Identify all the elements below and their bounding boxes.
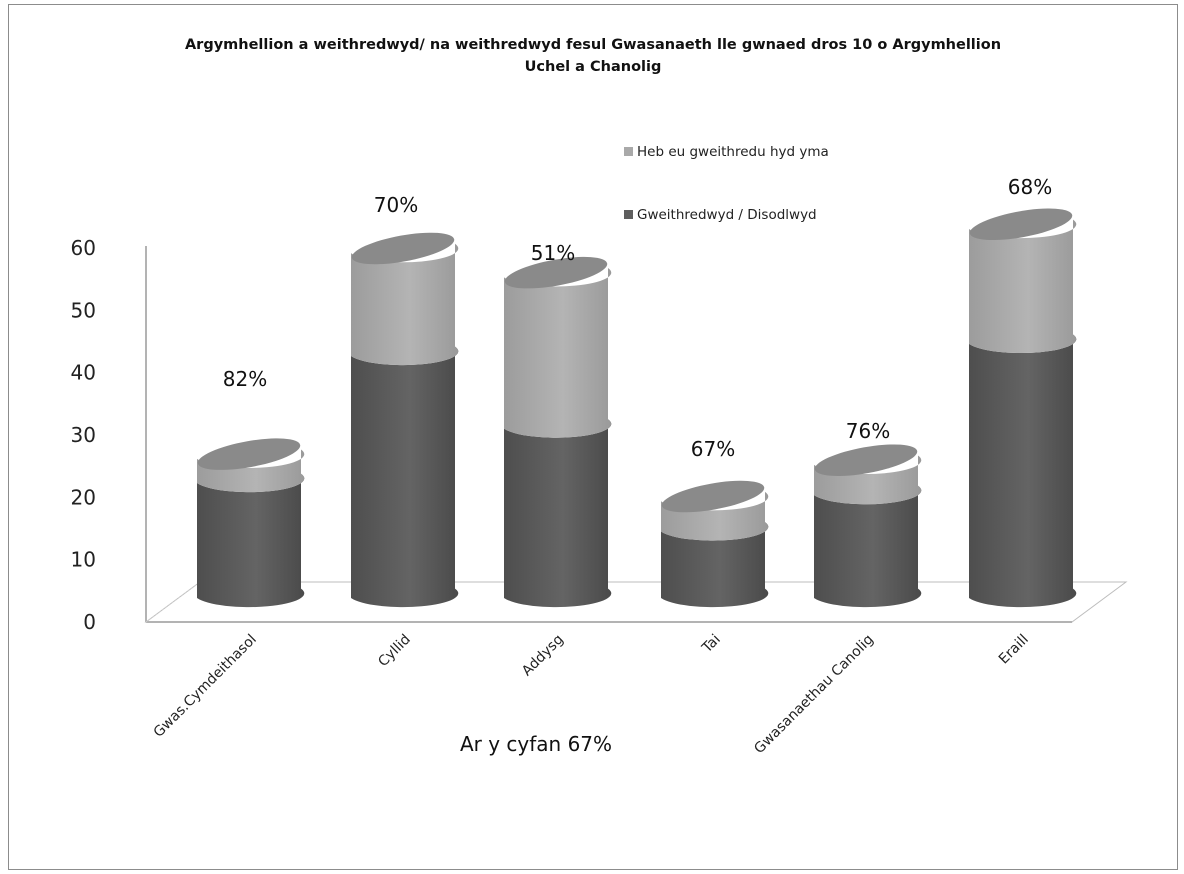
x-tick-label: Tai: [699, 632, 724, 657]
percent-label: 76%: [846, 419, 890, 443]
bar-segment-implemented: [351, 347, 458, 607]
percent-label: 51%: [531, 241, 575, 265]
y-tick-label: 10: [71, 548, 96, 572]
bar-segment-implemented: [969, 335, 1076, 608]
percent-label: 70%: [374, 193, 418, 217]
legend-swatch-pending: [624, 147, 633, 156]
overall-percentage: Ar y cyfan 67%: [460, 732, 612, 756]
y-tick-label: 50: [71, 298, 96, 322]
y-tick-label: 40: [71, 361, 96, 385]
bar-segment-pending: [504, 268, 611, 438]
y-tick-label: 0: [83, 610, 96, 634]
chart-title-line1: Argymhellion a weithredwyd/ na weithredw…: [185, 37, 1001, 53]
bar-segment-implemented: [197, 474, 304, 607]
bar-segment-implemented: [504, 419, 611, 607]
percent-label: 68%: [1008, 175, 1052, 199]
x-tick-label: Eraill: [996, 632, 1032, 668]
y-tick-labels: 0 10 20 30 40 50 60: [71, 236, 96, 634]
bars: [196, 202, 1077, 607]
legend-label-implemented: Gweithredwyd / Disodlwyd: [637, 207, 817, 223]
percent-label: 67%: [691, 437, 735, 461]
percent-label: 82%: [223, 367, 267, 391]
x-tick-label: Addysg: [519, 632, 567, 680]
y-tick-label: 20: [71, 485, 96, 509]
legend-label-pending: Heb eu gweithredu hyd yma: [637, 144, 829, 160]
chart-title-line2: Uchel a Chanolig: [525, 59, 662, 75]
x-tick-label: Gwas.Cymdeithasol: [151, 632, 260, 741]
x-tick-label: Cyllid: [375, 632, 414, 671]
y-tick-label: 30: [71, 423, 96, 447]
legend-swatch-implemented: [624, 210, 633, 219]
x-tick-label: Gwasanaethau Canolig: [751, 632, 877, 758]
y-tick-label: 60: [71, 236, 96, 260]
